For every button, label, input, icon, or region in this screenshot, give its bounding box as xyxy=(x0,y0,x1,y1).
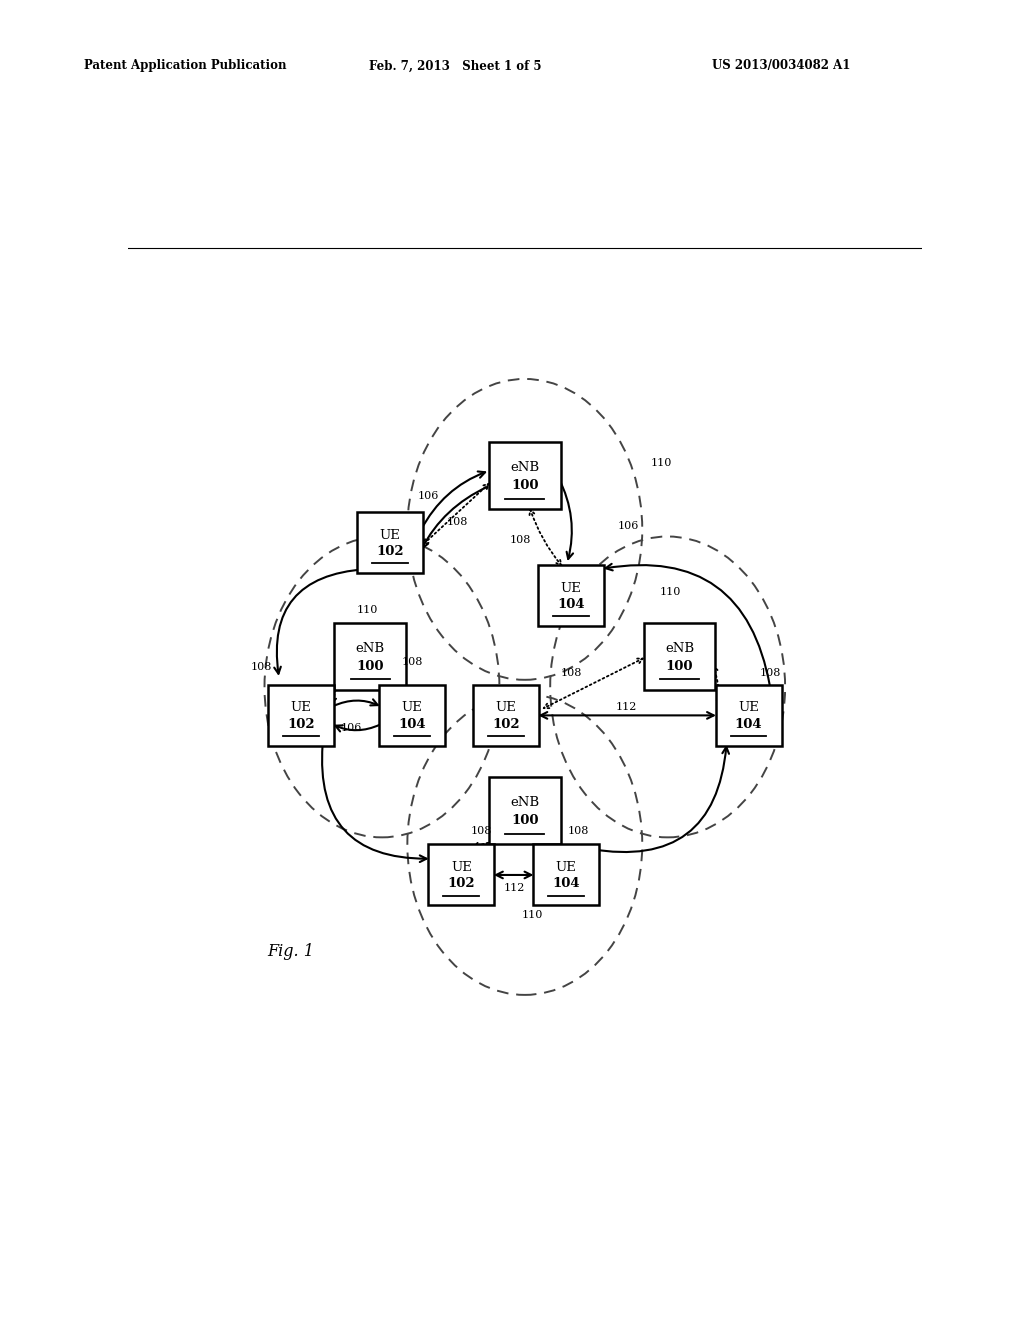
Text: 112: 112 xyxy=(504,883,525,894)
Text: eNB: eNB xyxy=(510,796,540,809)
Text: 104: 104 xyxy=(557,598,585,611)
FancyBboxPatch shape xyxy=(489,442,560,510)
Text: 104: 104 xyxy=(398,718,426,731)
Text: 104: 104 xyxy=(552,878,580,891)
Text: 106: 106 xyxy=(418,491,438,500)
Text: eNB: eNB xyxy=(510,461,540,474)
Text: UE: UE xyxy=(401,701,423,714)
FancyBboxPatch shape xyxy=(268,685,334,746)
FancyBboxPatch shape xyxy=(534,845,599,906)
Text: 110: 110 xyxy=(522,909,544,920)
Text: 108: 108 xyxy=(560,668,582,677)
FancyBboxPatch shape xyxy=(716,685,781,746)
Text: UE: UE xyxy=(380,529,400,541)
Text: UE: UE xyxy=(451,861,472,874)
Text: 104: 104 xyxy=(735,718,763,731)
Text: Feb. 7, 2013   Sheet 1 of 5: Feb. 7, 2013 Sheet 1 of 5 xyxy=(369,59,541,73)
Text: 110: 110 xyxy=(660,587,682,598)
Text: 108: 108 xyxy=(401,656,423,667)
Text: 100: 100 xyxy=(666,660,693,673)
Text: 102: 102 xyxy=(287,718,314,731)
Text: eNB: eNB xyxy=(665,642,694,655)
FancyBboxPatch shape xyxy=(644,623,715,690)
FancyBboxPatch shape xyxy=(334,623,406,690)
FancyBboxPatch shape xyxy=(379,685,445,746)
Text: 108: 108 xyxy=(568,826,590,837)
Text: 100: 100 xyxy=(511,814,539,828)
Text: 106: 106 xyxy=(341,722,362,733)
Text: UE: UE xyxy=(560,582,582,594)
Text: 110: 110 xyxy=(357,605,378,615)
Text: 102: 102 xyxy=(492,718,519,731)
Text: 112: 112 xyxy=(615,702,637,713)
FancyBboxPatch shape xyxy=(538,565,604,626)
Text: Patent Application Publication: Patent Application Publication xyxy=(84,59,287,73)
Text: UE: UE xyxy=(556,861,577,874)
Text: 110: 110 xyxy=(650,458,672,469)
FancyBboxPatch shape xyxy=(357,512,423,573)
Text: UE: UE xyxy=(496,701,516,714)
FancyBboxPatch shape xyxy=(428,845,495,906)
FancyBboxPatch shape xyxy=(489,777,560,845)
Text: 108: 108 xyxy=(760,668,781,677)
Text: UE: UE xyxy=(291,701,311,714)
Text: 102: 102 xyxy=(447,878,475,891)
Text: 106: 106 xyxy=(617,521,639,532)
Text: US 2013/0034082 A1: US 2013/0034082 A1 xyxy=(712,59,850,73)
Text: eNB: eNB xyxy=(355,642,385,655)
Text: 108: 108 xyxy=(251,661,272,672)
FancyBboxPatch shape xyxy=(473,685,539,746)
Text: 108: 108 xyxy=(509,535,530,545)
Text: 100: 100 xyxy=(511,479,539,492)
Text: 102: 102 xyxy=(376,545,403,558)
Text: 108: 108 xyxy=(446,517,468,527)
Text: 108: 108 xyxy=(470,826,492,837)
Text: Fig. 1: Fig. 1 xyxy=(267,944,313,960)
Text: UE: UE xyxy=(738,701,759,714)
Text: 100: 100 xyxy=(356,660,384,673)
